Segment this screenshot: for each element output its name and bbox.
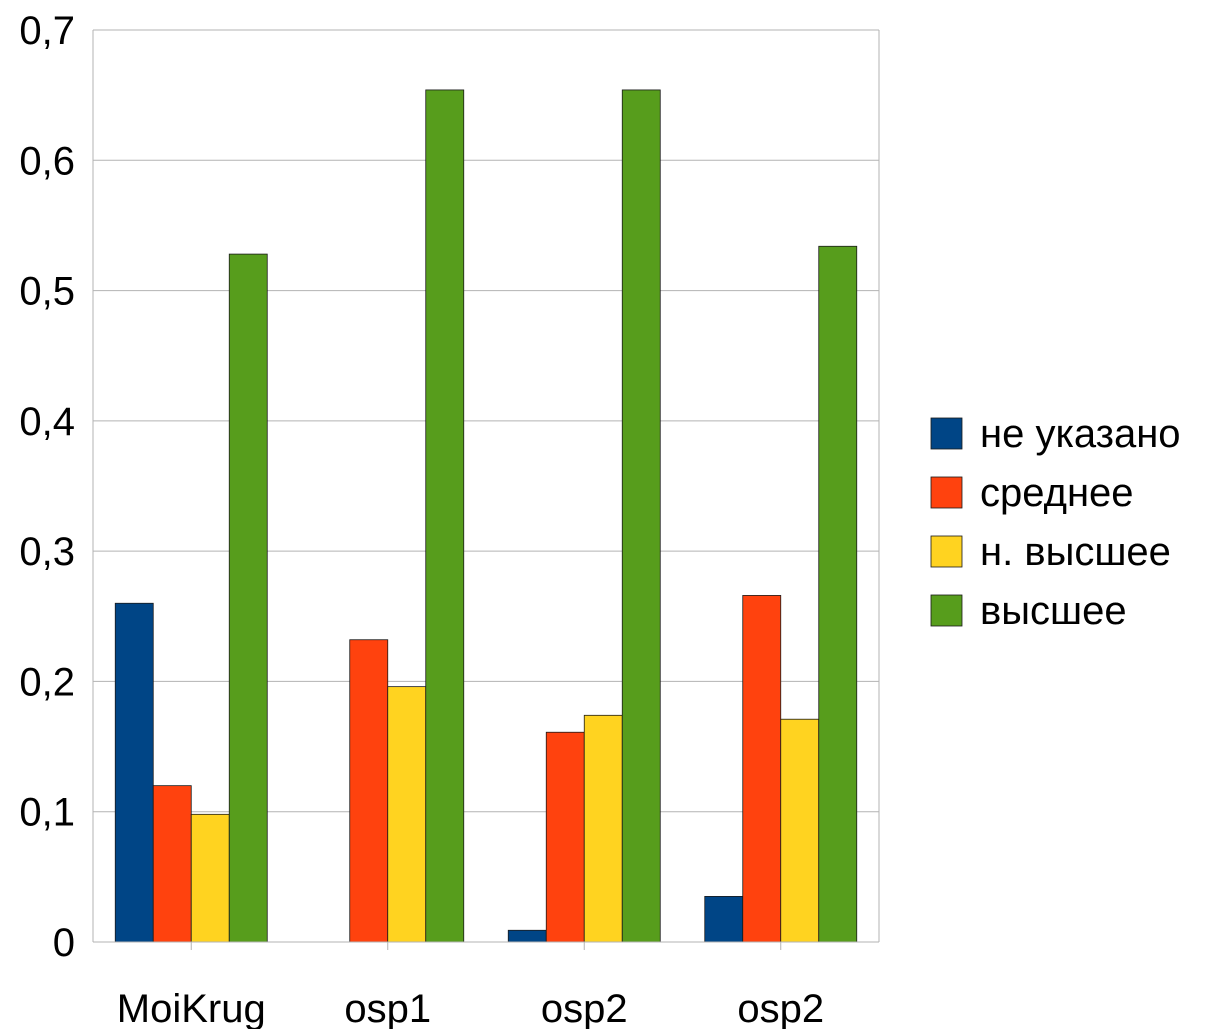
bar-2-4 (742, 595, 782, 943)
legend: не указано среднее н. высшее высшее (930, 412, 1181, 633)
legend-label: среднее (980, 471, 1134, 515)
y-tick-label: 0,1 (19, 791, 75, 835)
y-axis-tick-labels: 0 0,1 0,2 0,3 0,4 0,5 0,6 0,7 (19, 9, 75, 965)
legend-swatch (930, 417, 963, 450)
bar-1-3 (507, 929, 547, 943)
bar-1-1 (114, 602, 154, 943)
legend-swatch (930, 476, 963, 509)
y-tick-label: 0,7 (19, 9, 75, 53)
bar-3-2 (387, 686, 427, 943)
legend-label: н. высшее (980, 530, 1171, 574)
legend-label: не указано (980, 412, 1181, 456)
gridlines (92, 29, 880, 950)
legend-swatch (930, 594, 963, 627)
y-tick-label: 0 (53, 921, 75, 965)
bar-4-1 (228, 253, 268, 943)
bar-3-3 (583, 714, 623, 943)
bar-4-2 (425, 89, 465, 943)
y-tick-label: 0,4 (19, 400, 75, 444)
bars (93, 89, 879, 943)
y-tick-label: 0,2 (19, 660, 75, 704)
bar-2-2 (349, 639, 389, 943)
bar-3-1 (190, 813, 230, 943)
bar-4-4 (818, 245, 858, 943)
legend-label: высшее (980, 589, 1127, 633)
legend-swatch (930, 535, 963, 568)
x-tick-label: osp2 (541, 987, 628, 1029)
x-tick-label: MoiKrug (117, 987, 266, 1029)
y-tick-label: 0,6 (19, 139, 75, 183)
x-tick-label: osp2 (737, 987, 824, 1029)
x-tick-label: osp1 (344, 987, 431, 1029)
bar-2-1 (152, 785, 192, 943)
bar-4-3 (621, 89, 661, 943)
y-tick-label: 0,5 (19, 270, 75, 314)
bar-3-4 (780, 718, 820, 943)
bar-1-4 (704, 896, 744, 943)
bar-2-3 (545, 731, 585, 943)
y-tick-label: 0,3 (19, 530, 75, 574)
x-axis-tick-labels: MoiKrug osp1 osp2 osp2 (117, 987, 824, 1029)
